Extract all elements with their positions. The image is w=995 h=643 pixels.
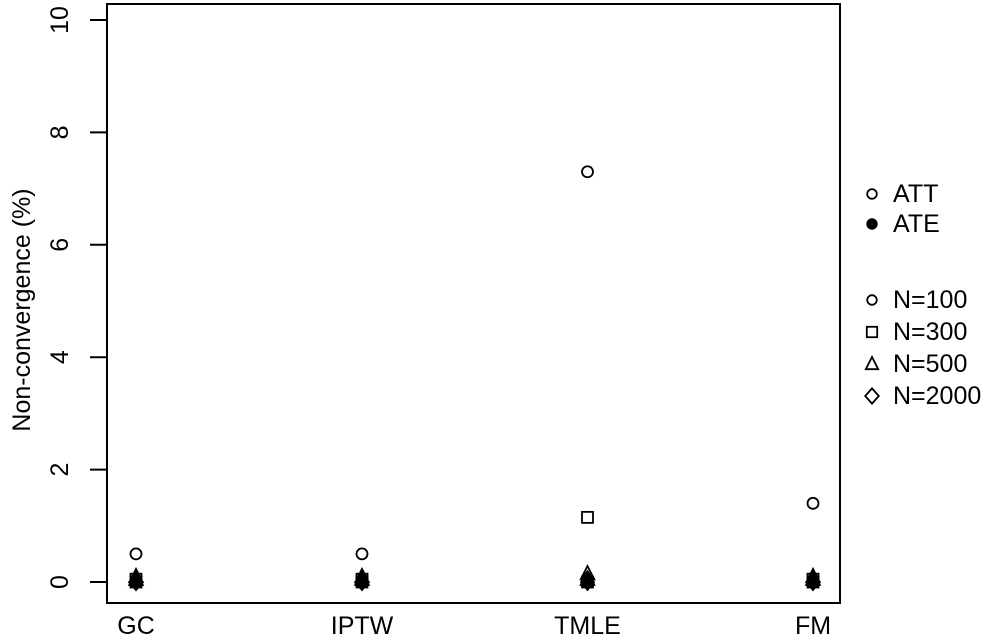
legend-label-n100: N=100 <box>893 286 967 314</box>
y-axis-tick-label: 0 <box>46 575 74 589</box>
legend-marker-ate <box>866 218 878 230</box>
x-axis-label-gc: GC <box>117 612 155 640</box>
legend-marker-att <box>866 188 878 200</box>
legend-label-ate: ATE <box>893 210 940 238</box>
legend-label-n500: N=500 <box>893 350 967 378</box>
legend-marker-n100 <box>866 294 878 306</box>
y-axis-tick-label: 2 <box>46 463 74 477</box>
data-point-att-n100-fm <box>806 496 820 510</box>
plot-frame <box>106 3 841 604</box>
data-point-att-n100-tmle <box>581 165 594 179</box>
x-axis-label-iptw: IPTW <box>331 612 394 640</box>
x-axis-label-fm: FM <box>795 612 831 640</box>
legend-label-n2000: N=2000 <box>893 382 981 410</box>
y-axis-tick-label: 10 <box>46 6 74 34</box>
legend-marker-n300 <box>865 325 879 339</box>
data-point-ate-n2000-iptw <box>354 572 370 592</box>
y-axis-title: Non-convergence (%) <box>8 188 36 431</box>
legend-marker-n2000 <box>863 387 881 405</box>
y-axis-tick-label: 4 <box>46 350 74 364</box>
x-axis-label-tmle: TMLE <box>554 612 621 640</box>
data-point-ate-n2000-gc <box>128 572 144 592</box>
legend-label-att: ATT <box>893 180 938 208</box>
data-point-ate-n2000-tmle <box>579 572 596 592</box>
data-point-att-n100-iptw <box>355 547 369 561</box>
legend-marker-n500 <box>864 355 880 371</box>
data-point-ate-n2000-fm <box>805 572 821 592</box>
y-axis-tick-label: 6 <box>46 238 74 252</box>
y-axis-tick-label: 8 <box>46 125 74 139</box>
data-point-att-n100-gc <box>129 547 143 561</box>
legend-label-n300: N=300 <box>893 318 967 346</box>
data-point-att-n300-tmle <box>581 510 594 524</box>
